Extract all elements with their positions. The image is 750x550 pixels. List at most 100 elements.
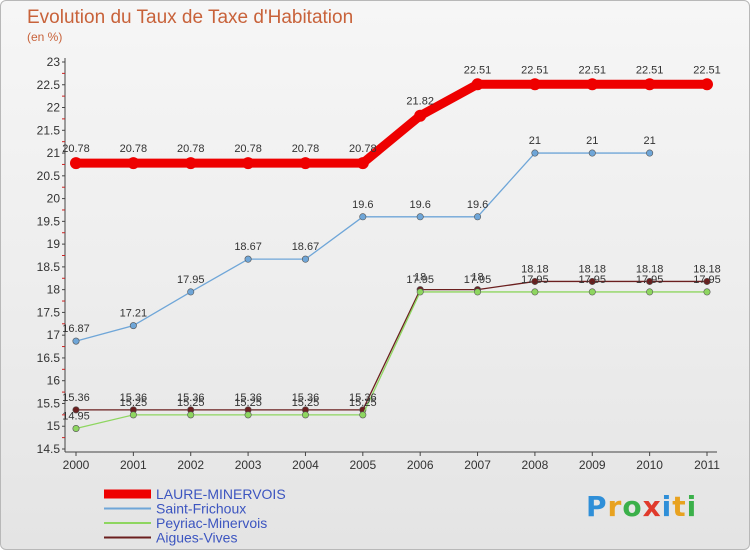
y-tick-label: 20 [47, 192, 61, 206]
data-point-aigues-vives [588, 277, 596, 285]
legend-label-aigues-vives: Aigues-Vives [156, 530, 237, 546]
data-label-saint-frichoux: 19.6 [352, 199, 373, 211]
data-label-saint-frichoux: 16.87 [62, 323, 90, 335]
data-point-peyriac-minervois [646, 288, 654, 296]
data-label-aigues-vives: 18.18 [636, 263, 664, 275]
logo-letter: r [607, 490, 623, 523]
x-tick-label: 2007 [464, 458, 491, 472]
data-point-laure-minervois [586, 78, 599, 91]
y-tick-label: 18 [47, 283, 61, 297]
data-point-peyriac-minervois [588, 288, 596, 296]
logo-letter: P [586, 490, 608, 523]
data-label-aigues-vives: 15.36 [292, 392, 320, 404]
y-tick-label: 20.5 [37, 169, 61, 183]
data-point-peyriac-minervois [416, 288, 424, 296]
data-point-laure-minervois [127, 157, 140, 170]
data-label-saint-frichoux: 17.21 [120, 308, 148, 320]
data-point-laure-minervois [299, 157, 312, 170]
logo-letter: o [622, 490, 643, 523]
data-label-saint-frichoux: 21 [644, 135, 656, 147]
data-label-aigues-vives: 18 [414, 272, 426, 284]
data-label-aigues-vives: 18.18 [521, 263, 549, 275]
data-label-aigues-vives: 15.36 [234, 392, 262, 404]
y-tick-label: 23 [47, 55, 61, 69]
data-label-peyriac-minervois: 17.95 [464, 274, 492, 286]
series-line-aigues-vives [75, 280, 708, 411]
chart-subtitle: (en %) [27, 30, 63, 44]
data-point-saint-frichoux [244, 255, 252, 263]
x-tick-label: 2001 [120, 458, 147, 472]
series-line-saint-frichoux [75, 152, 651, 342]
data-point-laure-minervois [414, 109, 427, 122]
y-tick-label: 22.5 [37, 78, 61, 92]
x-tick-label: 2010 [636, 458, 663, 472]
data-label-peyriac-minervois: 14.95 [62, 411, 90, 423]
data-point-peyriac-minervois [359, 411, 367, 419]
data-label-saint-frichoux: 18.67 [292, 241, 320, 253]
y-tick-label: 15.5 [37, 396, 61, 410]
data-label-peyriac-minervois: 17.95 [521, 274, 549, 286]
data-point-saint-frichoux [359, 213, 367, 221]
data-point-laure-minervois [701, 78, 713, 91]
data-label-laure-minervois: 20.78 [120, 143, 148, 155]
data-point-saint-frichoux [129, 322, 137, 330]
data-point-laure-minervois [471, 78, 484, 91]
x-tick-label: 2002 [177, 458, 204, 472]
y-tick-label: 19 [47, 237, 61, 251]
data-label-saint-frichoux: 19.6 [409, 199, 430, 211]
x-tick-label: 2000 [63, 458, 90, 472]
data-point-peyriac-minervois [474, 288, 482, 296]
logo-letter: t [672, 490, 687, 523]
x-tick-label: 2006 [407, 458, 434, 472]
data-label-peyriac-minervois: 17.95 [693, 274, 721, 286]
legend-label-saint-frichoux: Saint-Frichoux [156, 501, 246, 517]
data-label-peyriac-minervois: 15.25 [120, 397, 148, 409]
logo-letter: i [686, 490, 698, 523]
y-tick-label: 14.5 [37, 442, 61, 456]
legend-label-laure-minervois: LAURE-MINERVOIS [156, 486, 286, 502]
data-point-aigues-vives [646, 277, 654, 285]
y-tick-label: 21 [47, 146, 61, 160]
series-line-peyriac-minervois [75, 291, 708, 430]
data-label-aigues-vives: 18.18 [579, 263, 607, 275]
data-label-peyriac-minervois: 15.25 [349, 397, 377, 409]
data-label-laure-minervois: 20.78 [292, 143, 320, 155]
data-point-peyriac-minervois [301, 411, 309, 419]
y-tick-label: 19.5 [37, 214, 61, 228]
x-tick-label: 2009 [579, 458, 606, 472]
data-point-saint-frichoux [588, 149, 596, 157]
data-point-saint-frichoux [416, 213, 424, 221]
y-tick-label: 18.5 [37, 260, 61, 274]
data-point-laure-minervois [70, 157, 82, 170]
x-tick-label: 2004 [292, 458, 319, 472]
y-tick-label: 16.5 [37, 351, 61, 365]
data-label-laure-minervois: 20.78 [349, 143, 377, 155]
chart-title: Evolution du Taux de Taxe d'Habitation [27, 7, 354, 28]
data-point-saint-frichoux [187, 288, 195, 296]
legend: LAURE-MINERVOISSaint-FrichouxPeyriac-Min… [104, 486, 286, 546]
data-label-laure-minervois: 21.82 [406, 96, 434, 108]
data-label-saint-frichoux: 21 [586, 135, 598, 147]
data-label-laure-minervois: 22.51 [693, 64, 721, 76]
data-point-aigues-vives [531, 277, 539, 285]
data-label-aigues-vives: 18 [471, 272, 483, 284]
data-point-peyriac-minervois [531, 288, 539, 296]
x-tick-label: 2003 [235, 458, 262, 472]
data-point-saint-frichoux [531, 149, 539, 157]
axes: 14.5 15 15.5 16 16.5 17 17.5 18 18.5 19 19.5 20 20.5… [37, 55, 721, 472]
data-label-laure-minervois: 20.78 [234, 143, 262, 155]
x-tick-label: 2005 [349, 458, 376, 472]
data-label-laure-minervois: 22.51 [521, 64, 549, 76]
data-point-laure-minervois [643, 78, 656, 91]
data-label-saint-frichoux: 19.6 [467, 199, 488, 211]
data-point-saint-frichoux [474, 213, 482, 221]
data-label-aigues-vives: 15.36 [177, 392, 205, 404]
data-point-saint-frichoux [72, 337, 80, 345]
data-point-laure-minervois [356, 157, 369, 170]
data-label-peyriac-minervois: 15.25 [234, 397, 262, 409]
series-line-laure-minervois [71, 79, 712, 168]
logo-letter: x [642, 490, 662, 523]
data-point-peyriac-minervois [244, 411, 252, 419]
